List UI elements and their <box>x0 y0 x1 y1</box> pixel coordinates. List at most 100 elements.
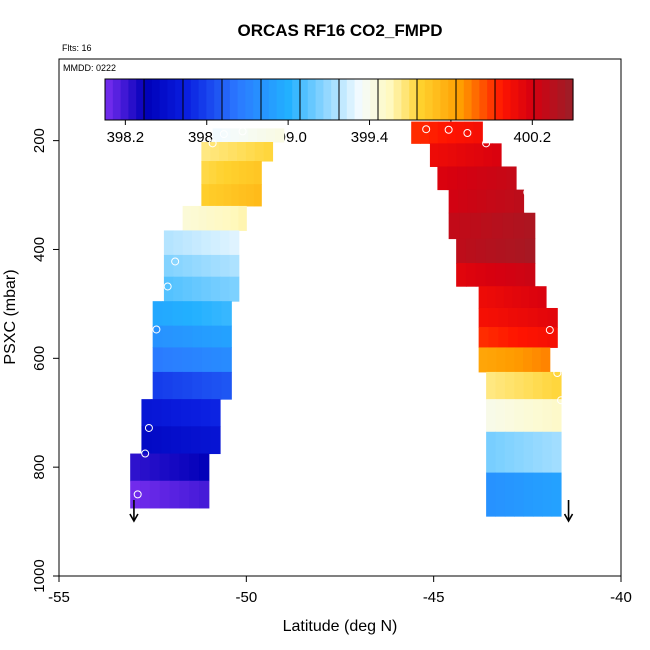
profile-cell <box>437 121 448 144</box>
profile-cell <box>274 128 285 143</box>
profile-cell <box>508 327 519 348</box>
profile-cell <box>523 431 534 474</box>
profile-cell <box>532 371 543 400</box>
sample-point <box>557 396 566 405</box>
profile-cell <box>458 189 468 214</box>
profile-cell <box>210 230 221 256</box>
y-tick-label: 1000 <box>31 559 48 592</box>
sample-point <box>463 129 472 138</box>
profile-cell <box>172 301 183 327</box>
profile-cell <box>169 453 180 482</box>
profile-cell <box>130 480 141 509</box>
colorbar-swatch <box>105 79 114 120</box>
profile-cell <box>246 161 255 185</box>
profile-cell <box>182 230 193 256</box>
profile-cell <box>532 431 543 474</box>
profile-cell <box>189 480 200 509</box>
profile-cell <box>221 371 232 400</box>
profile-cell <box>505 238 516 264</box>
profile-cell <box>502 212 514 240</box>
profile-cell <box>198 205 208 231</box>
profile-cell <box>208 184 217 207</box>
profile-cell <box>201 301 213 327</box>
x-axis: -55 -50 -45 -40 <box>48 576 632 606</box>
profile-cell <box>488 327 499 348</box>
profile-cell <box>551 371 562 400</box>
profile-cell <box>220 276 230 302</box>
profile-cell <box>517 327 529 348</box>
profile-cell <box>492 143 502 167</box>
y-axis: 200 400 600 800 1000 <box>31 128 59 593</box>
profile-cell <box>222 205 231 231</box>
profile-cell <box>508 307 519 328</box>
profile-cell <box>504 189 515 214</box>
profile-cell <box>152 371 164 400</box>
profile-cell <box>180 399 192 427</box>
profile-cell <box>547 307 558 328</box>
colorbar-swatch <box>144 79 153 120</box>
colorbar-swatch <box>245 79 254 120</box>
profile-cell <box>199 453 210 482</box>
profile-cell <box>485 238 496 264</box>
profile-cell <box>486 431 496 474</box>
profile-cell <box>486 472 496 517</box>
colorbar-tick-label: 399.4 <box>351 129 389 146</box>
profile-cell <box>474 143 484 167</box>
profile-cell <box>498 307 509 328</box>
profile-cell <box>151 426 162 455</box>
profile-cell <box>485 263 496 287</box>
profile-cell <box>495 472 506 517</box>
colorbar-swatch <box>128 79 137 120</box>
profile-cell <box>140 453 151 482</box>
sample-point <box>152 325 161 334</box>
profile-cell <box>506 166 517 191</box>
profile-cell <box>486 371 496 400</box>
colorbar-swatch <box>440 79 449 120</box>
profile-cell <box>163 230 174 256</box>
profile-cell <box>192 347 203 373</box>
profile-cell <box>190 426 201 455</box>
profile-cell <box>182 301 193 327</box>
profile-cell <box>163 276 174 302</box>
profile-cell <box>524 238 536 264</box>
profile-cell <box>514 371 525 400</box>
profile-cell <box>513 212 525 240</box>
profile-cell <box>210 426 221 455</box>
profile-cell <box>172 371 183 400</box>
profile-cell <box>542 431 553 474</box>
profile-cell <box>152 325 164 348</box>
colorbar-swatch <box>557 79 566 120</box>
right-profile <box>411 121 562 517</box>
profile-cell <box>495 431 506 474</box>
profile-cell <box>505 347 515 373</box>
profile-cell <box>159 453 171 482</box>
colorbar-tick-label: 400.2 <box>514 129 552 146</box>
colorbar-swatch <box>112 79 122 120</box>
profile-cell <box>456 238 467 264</box>
colorbar-swatch <box>151 79 161 120</box>
sample-point <box>171 257 180 266</box>
profile-cell <box>523 399 534 433</box>
colorbar-swatch <box>175 79 184 120</box>
profile-cell <box>223 161 232 185</box>
profile-cell <box>527 327 539 348</box>
profile-cell <box>476 189 487 214</box>
colorbar-swatch <box>331 79 340 120</box>
profile-cell <box>238 161 247 185</box>
profile-cell <box>447 166 458 191</box>
sample-point <box>163 282 172 291</box>
profile-cell <box>465 143 475 167</box>
profile-cell <box>192 371 203 400</box>
profile-cell <box>514 189 525 214</box>
profile-cell <box>263 141 274 162</box>
profile-cell <box>475 238 487 264</box>
profile-cell <box>231 184 240 207</box>
profile-cell <box>470 212 482 240</box>
profile-cell <box>246 184 255 207</box>
profile-cell <box>201 141 211 162</box>
profile-cell <box>488 307 499 328</box>
colorbar-swatch <box>253 79 262 120</box>
profile-cell <box>495 263 506 287</box>
